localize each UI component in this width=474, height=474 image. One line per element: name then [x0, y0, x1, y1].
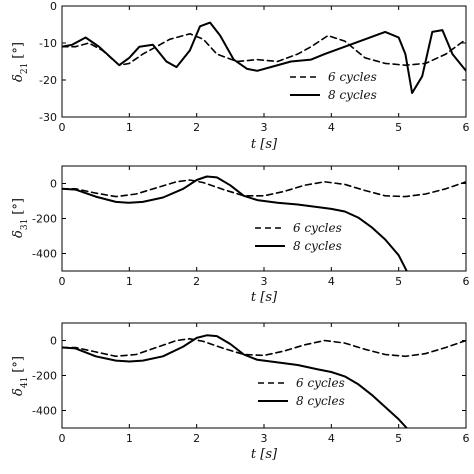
- y-axis-label-unit: [°]: [11, 198, 26, 215]
- x-tick-label: 1: [126, 275, 133, 288]
- legend-label-8-cycles: 8 cycles: [328, 88, 377, 102]
- series-line-8-cycles: [62, 175, 408, 271]
- x-tick-label: 6: [463, 432, 470, 445]
- y-tick-label: -10: [39, 37, 57, 50]
- x-tick-label: 5: [395, 121, 402, 134]
- x-tick-label: 0: [59, 275, 66, 288]
- x-tick-label: 1: [126, 121, 133, 134]
- y-axis-label-subscript: 31: [20, 219, 30, 230]
- x-tick-label: 2: [193, 275, 200, 288]
- x-tick-label: 6: [463, 275, 470, 288]
- chart-panel-middle: 0 1 2 3 4 5 6 0 -200 -400 t [s] δ31 [°] 6 cycles 8 cyc…: [11, 165, 470, 305]
- plot-frame: [61, 322, 467, 429]
- series-line-6-cycles: [62, 179, 466, 198]
- x-tick-label: 3: [261, 121, 268, 134]
- y-tick-label: -400: [32, 405, 57, 418]
- y-axis-label-symbol: δ: [11, 388, 26, 396]
- y-axis-label: δ21 [°]: [11, 42, 30, 82]
- y-tick-label: 0: [50, 0, 57, 13]
- x-axis-label: t [s]: [251, 447, 278, 462]
- legend-label-8-cycles: 8 cycles: [293, 239, 342, 253]
- y-tick-label: -200: [32, 213, 57, 226]
- y-tick-label: -200: [32, 370, 57, 383]
- x-tick-label: 2: [193, 121, 200, 134]
- x-tick-label: 1: [126, 432, 133, 445]
- y-axis-label-unit: [°]: [11, 42, 26, 59]
- legend-label-6-cycles: 6 cycles: [328, 70, 377, 84]
- y-axis-label: δ41 [°]: [11, 356, 30, 396]
- y-tick-label: -400: [32, 248, 57, 261]
- x-tick-label: 4: [328, 432, 335, 445]
- legend-label-6-cycles: 6 cycles: [293, 221, 342, 235]
- chart-panel-bottom: 0 1 2 3 4 5 6 0 -200 -400 t [s] δ41 [°] 6 cycles 8 cyc…: [11, 322, 470, 462]
- x-tick-label: 5: [395, 432, 402, 445]
- y-tick-label: 0: [50, 335, 57, 348]
- y-axis-label-symbol: δ: [11, 74, 26, 82]
- x-tick-label: 0: [59, 432, 66, 445]
- y-tick-label: -20: [39, 74, 57, 87]
- x-tick-label: 3: [261, 432, 268, 445]
- x-tick-label: 4: [328, 121, 335, 134]
- chart-panel-top: 0 1 2 3 4 5 6 0 -10 -20 -30 t [s] δ21 [°] 6 cycles 8 cy…: [11, 0, 470, 152]
- x-axis-label: t [s]: [251, 290, 278, 305]
- y-tick-label: 0: [50, 178, 57, 191]
- y-axis-label-subscript: 21: [20, 63, 30, 74]
- x-tick-label: 0: [59, 121, 66, 134]
- y-axis-label-unit: [°]: [11, 356, 26, 373]
- legend-label-6-cycles: 6 cycles: [296, 376, 345, 390]
- y-axis-label: δ31 [°]: [11, 198, 30, 238]
- x-tick-label: 6: [463, 121, 470, 134]
- y-axis-label-symbol: δ: [11, 230, 26, 238]
- y-axis-label-subscript: 41: [20, 377, 30, 388]
- series-line-6-cycles: [62, 32, 466, 66]
- x-tick-label: 2: [193, 432, 200, 445]
- series-line-8-cycles: [62, 21, 466, 94]
- plot-frame: [61, 165, 467, 272]
- x-tick-label: 5: [395, 275, 402, 288]
- y-tick-label: -30: [39, 111, 57, 124]
- legend-label-8-cycles: 8 cycles: [296, 394, 345, 408]
- x-tick-label: 3: [261, 275, 268, 288]
- series-line-6-cycles: [62, 337, 466, 358]
- series-line-8-cycles: [62, 334, 408, 428]
- x-axis-label: t [s]: [251, 137, 278, 152]
- x-tick-label: 4: [328, 275, 335, 288]
